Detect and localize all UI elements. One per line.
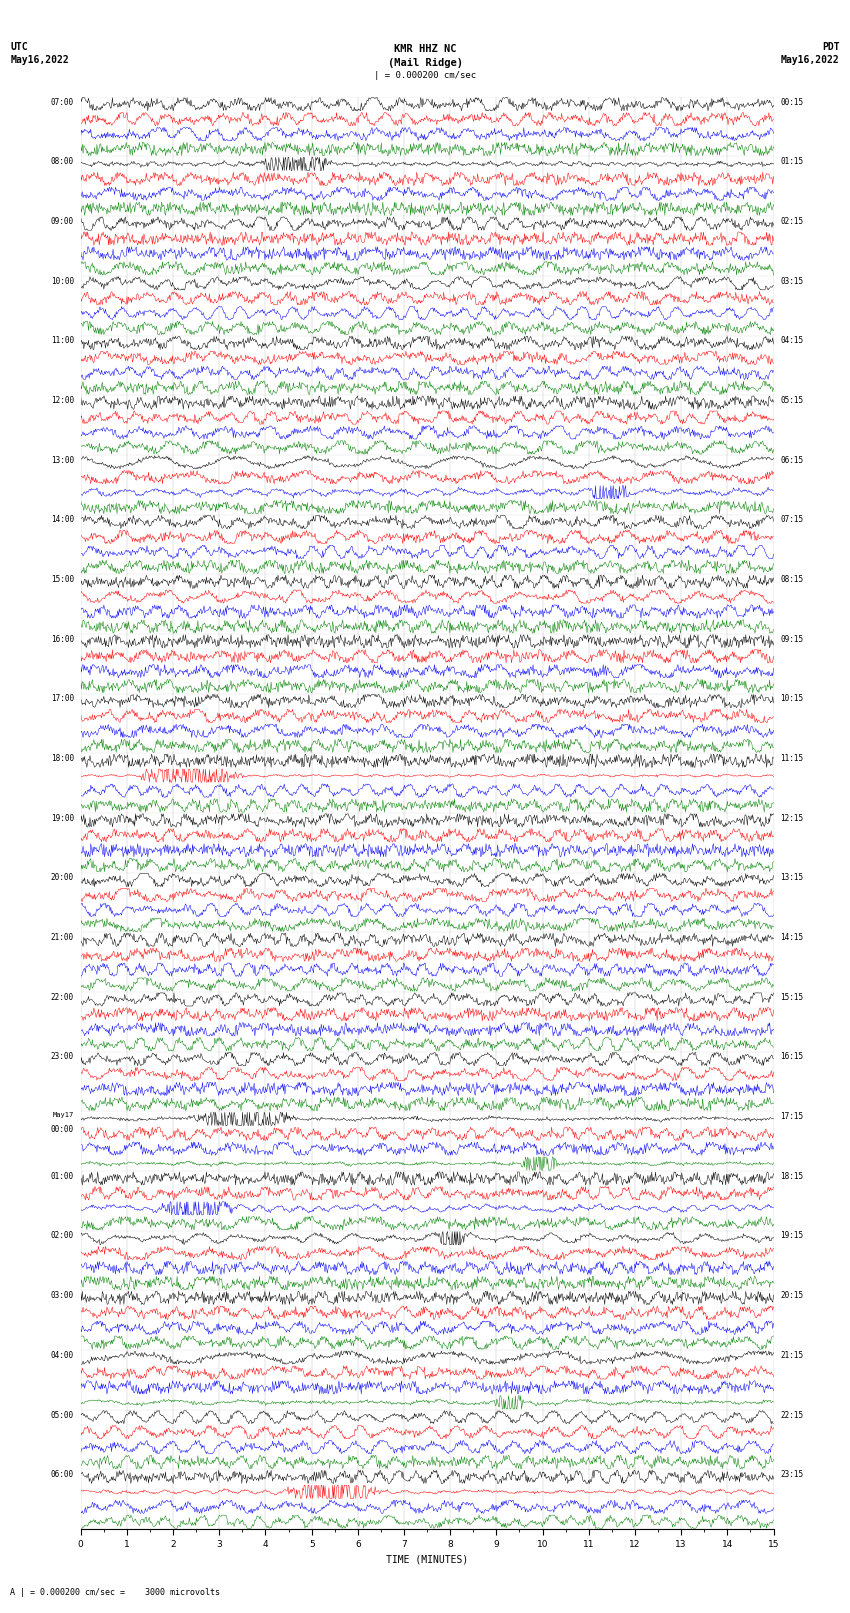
Text: 18:00: 18:00 bbox=[51, 753, 74, 763]
Text: 05:00: 05:00 bbox=[51, 1410, 74, 1419]
Text: 02:15: 02:15 bbox=[780, 216, 803, 226]
Text: 15:15: 15:15 bbox=[780, 992, 803, 1002]
Text: 14:15: 14:15 bbox=[780, 932, 803, 942]
Text: | = 0.000200 cm/sec: | = 0.000200 cm/sec bbox=[374, 71, 476, 81]
Text: 04:00: 04:00 bbox=[51, 1350, 74, 1360]
Text: 14:00: 14:00 bbox=[51, 515, 74, 524]
Text: 19:15: 19:15 bbox=[780, 1231, 803, 1240]
Text: 03:15: 03:15 bbox=[780, 276, 803, 286]
Text: 08:15: 08:15 bbox=[780, 574, 803, 584]
Text: 07:15: 07:15 bbox=[780, 515, 803, 524]
Text: 11:00: 11:00 bbox=[51, 336, 74, 345]
Text: 09:00: 09:00 bbox=[51, 216, 74, 226]
Text: 13:15: 13:15 bbox=[780, 873, 803, 882]
Text: 16:15: 16:15 bbox=[780, 1052, 803, 1061]
Text: 12:00: 12:00 bbox=[51, 395, 74, 405]
Text: 01:15: 01:15 bbox=[780, 156, 803, 166]
Text: 23:15: 23:15 bbox=[780, 1469, 803, 1479]
Text: 04:15: 04:15 bbox=[780, 336, 803, 345]
Text: 22:00: 22:00 bbox=[51, 992, 74, 1002]
Text: 17:15: 17:15 bbox=[780, 1111, 803, 1121]
Text: 21:00: 21:00 bbox=[51, 932, 74, 942]
Text: 00:15: 00:15 bbox=[780, 97, 803, 106]
Text: 01:00: 01:00 bbox=[51, 1171, 74, 1181]
Text: 06:00: 06:00 bbox=[51, 1469, 74, 1479]
Text: 17:00: 17:00 bbox=[51, 694, 74, 703]
Text: 05:15: 05:15 bbox=[780, 395, 803, 405]
Text: 08:00: 08:00 bbox=[51, 156, 74, 166]
Text: May16,2022: May16,2022 bbox=[10, 55, 69, 65]
Text: 11:15: 11:15 bbox=[780, 753, 803, 763]
Text: UTC: UTC bbox=[10, 42, 28, 52]
Text: 12:15: 12:15 bbox=[780, 813, 803, 823]
Text: 00:00: 00:00 bbox=[51, 1124, 74, 1134]
Text: May17: May17 bbox=[53, 1111, 74, 1118]
Text: (Mail Ridge): (Mail Ridge) bbox=[388, 58, 462, 68]
Text: PDT: PDT bbox=[822, 42, 840, 52]
Text: 20:00: 20:00 bbox=[51, 873, 74, 882]
Text: KMR HHZ NC: KMR HHZ NC bbox=[394, 44, 456, 53]
Text: 03:00: 03:00 bbox=[51, 1290, 74, 1300]
Text: 21:15: 21:15 bbox=[780, 1350, 803, 1360]
Text: 22:15: 22:15 bbox=[780, 1410, 803, 1419]
Text: 16:00: 16:00 bbox=[51, 634, 74, 644]
Text: 06:15: 06:15 bbox=[780, 455, 803, 465]
Text: A | = 0.000200 cm/sec =    3000 microvolts: A | = 0.000200 cm/sec = 3000 microvolts bbox=[10, 1587, 220, 1597]
Text: 20:15: 20:15 bbox=[780, 1290, 803, 1300]
Text: 07:00: 07:00 bbox=[51, 97, 74, 106]
Text: May16,2022: May16,2022 bbox=[781, 55, 840, 65]
Text: 13:00: 13:00 bbox=[51, 455, 74, 465]
X-axis label: TIME (MINUTES): TIME (MINUTES) bbox=[386, 1553, 468, 1565]
Text: 10:15: 10:15 bbox=[780, 694, 803, 703]
Text: 19:00: 19:00 bbox=[51, 813, 74, 823]
Text: 10:00: 10:00 bbox=[51, 276, 74, 286]
Text: 09:15: 09:15 bbox=[780, 634, 803, 644]
Text: 18:15: 18:15 bbox=[780, 1171, 803, 1181]
Text: 02:00: 02:00 bbox=[51, 1231, 74, 1240]
Text: 15:00: 15:00 bbox=[51, 574, 74, 584]
Text: 23:00: 23:00 bbox=[51, 1052, 74, 1061]
